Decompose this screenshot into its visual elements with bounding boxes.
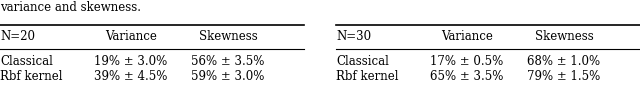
Text: Skewness: Skewness (198, 30, 257, 43)
Text: Rbf kernel: Rbf kernel (0, 70, 63, 83)
Text: 17% ± 0.5%: 17% ± 0.5% (430, 55, 503, 68)
Text: 39% ± 4.5%: 39% ± 4.5% (94, 70, 168, 83)
Text: 56% ± 3.5%: 56% ± 3.5% (191, 55, 265, 68)
Text: Variance: Variance (441, 30, 493, 43)
Text: 19% ± 3.0%: 19% ± 3.0% (94, 55, 167, 68)
Text: Variance: Variance (105, 30, 157, 43)
Text: 68% ± 1.0%: 68% ± 1.0% (527, 55, 600, 68)
Text: variance and skewness.: variance and skewness. (0, 1, 141, 14)
Text: N=30: N=30 (336, 30, 371, 43)
Text: Classical: Classical (336, 55, 389, 68)
Text: 79% ± 1.5%: 79% ± 1.5% (527, 70, 600, 83)
Text: Rbf kernel: Rbf kernel (336, 70, 399, 83)
Text: Classical: Classical (0, 55, 53, 68)
Text: 65% ± 3.5%: 65% ± 3.5% (430, 70, 504, 83)
Text: N=20: N=20 (0, 30, 35, 43)
Text: Skewness: Skewness (534, 30, 593, 43)
Text: 59% ± 3.0%: 59% ± 3.0% (191, 70, 265, 83)
